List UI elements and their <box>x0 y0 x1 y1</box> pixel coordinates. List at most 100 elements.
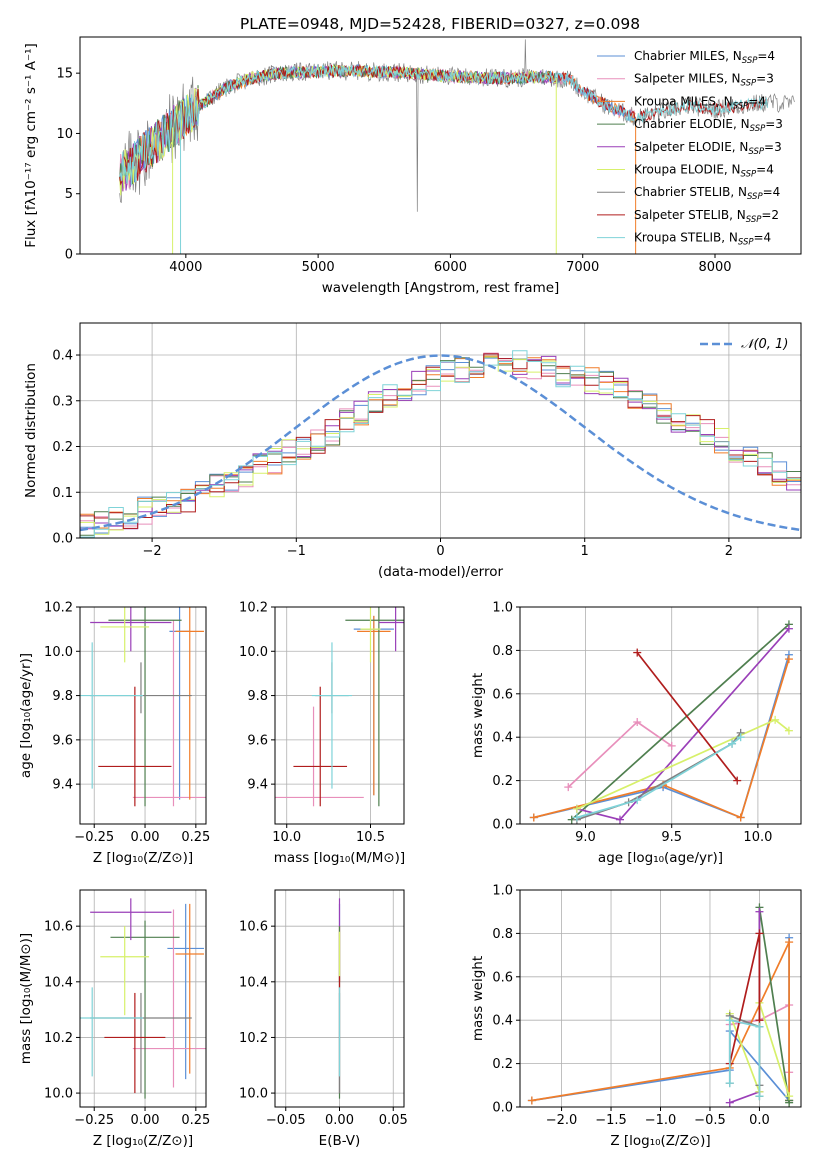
weight-marker <box>527 1096 536 1105</box>
x-tick-label: 7000 <box>566 260 599 275</box>
y-tick-label: 0.8 <box>492 927 513 942</box>
y-axis-label: Flux [fλ10⁻¹⁷ erg cm⁻² s⁻¹ A⁻¹] <box>23 43 39 248</box>
x-tick-label: 10.0 <box>743 830 772 845</box>
legend-entry: Chabrier ELODIE, NSSP=3 <box>634 117 783 134</box>
x-tick-label: 0.00 <box>325 1113 354 1128</box>
errorbar-point <box>345 607 404 807</box>
errorbar-point <box>90 898 172 941</box>
age-vs-mass-panel: 10.0 10.5 9.4 9.6 9.8 10.0 10.2 mass [log₁₀(M/M… <box>239 601 405 867</box>
x-tick-label: −1.5 <box>595 1113 627 1128</box>
y-tick-label: 0.0 <box>52 532 73 547</box>
errorbars <box>275 607 404 807</box>
y-axis-label: mass weight <box>470 956 486 1041</box>
x-tick-label: 0.25 <box>181 1113 210 1128</box>
errorbar-point <box>169 607 190 800</box>
weight-marker <box>529 813 538 822</box>
errorbar-point <box>98 686 172 807</box>
errorbar-point <box>110 920 180 1099</box>
spectrum-legend: Chabrier MILES, NSSP=4 Salpeter MILES, NS… <box>597 49 783 248</box>
weight-marker <box>633 796 642 805</box>
y-tick-label: 9.8 <box>52 689 73 704</box>
x-axis-label: (data-model)/error <box>378 564 504 580</box>
legend-entry: Kroupa MILES, NSSP=4 <box>634 94 766 111</box>
weight-series-chabrier-elodie <box>758 907 790 1103</box>
weight-series-chabrier-miles <box>533 654 790 819</box>
figure-title: PLATE=0948, MJD=52428, FIBERID=0327, z=0… <box>240 15 640 33</box>
spectrum-lines <box>119 39 795 254</box>
y-tick-label: 10.0 <box>44 1087 73 1102</box>
weight-series-salpeter-stelib <box>728 933 761 1064</box>
y-tick-label: 9.4 <box>247 778 268 793</box>
y-tick-label: 0.8 <box>492 644 513 659</box>
weight-series-salpeter-elodie <box>576 628 790 821</box>
y-tick-label: 5 <box>65 187 73 202</box>
x-axis-label: E(B-V) <box>319 1133 361 1149</box>
errorbar-point <box>275 706 364 807</box>
y-tick-label: 10.4 <box>44 975 73 990</box>
errorbar-point <box>90 607 172 652</box>
y-tick-label: 10.2 <box>44 1031 73 1046</box>
legend-entry: Salpeter ELODIE, NSSP=3 <box>634 140 782 157</box>
y-tick-label: 0.2 <box>492 774 513 789</box>
histograms <box>80 350 801 538</box>
weight-marker <box>564 783 573 792</box>
weight-marker <box>633 648 642 657</box>
histogram-kroupa-stelib <box>80 350 801 538</box>
legend-entry: Salpeter STELIB, NSSP=2 <box>634 208 779 225</box>
y-tick-label: 0.2 <box>52 440 73 455</box>
weight-series-kroupa-stelib <box>728 1019 761 1097</box>
y-tick-label: 9.6 <box>247 733 268 748</box>
weight-marker <box>784 624 793 633</box>
y-tick-label: 0.2 <box>492 1057 513 1072</box>
x-tick-label: 5000 <box>302 260 335 275</box>
errorbar-point <box>132 620 206 807</box>
weight-marker <box>784 726 793 735</box>
weight-marker <box>736 813 745 822</box>
x-tick-label: 6000 <box>434 260 467 275</box>
y-tick-label: 0.3 <box>52 394 73 409</box>
x-tick-label: 4000 <box>169 260 202 275</box>
age-vs-metallicity-panel: −0.25 0.00 0.25 9.4 9.6 9.8 10.0 10.2 Z [log₁₀(Z… <box>18 601 210 867</box>
y-tick-label: 0.6 <box>492 970 513 985</box>
y-tick-label: 9.4 <box>52 778 73 793</box>
errorbars <box>80 607 206 807</box>
axes-frame <box>274 889 405 1108</box>
legend-entry: Chabrier MILES, NSSP=4 <box>634 49 775 66</box>
x-axis-label: Z [log₁₀(Z/Z⊙)] <box>610 1133 710 1149</box>
weight-marker <box>725 1098 734 1107</box>
axes-frame <box>79 889 207 1108</box>
x-tick-label: −1 <box>287 544 306 559</box>
y-tick-label: 10.6 <box>239 920 268 935</box>
weight-series-kroupa-stelib <box>576 736 742 819</box>
legend-entry: 𝒩(0, 1) <box>741 337 788 352</box>
x-tick-label: 9.0 <box>575 830 596 845</box>
x-tick-label: 0.05 <box>379 1113 408 1128</box>
x-tick-label: 0.00 <box>131 1113 160 1128</box>
errorbar-point <box>175 903 204 1074</box>
y-tick-label: 0.0 <box>492 1101 513 1116</box>
legend-entry: Kroupa ELODIE, NSSP=4 <box>634 163 774 180</box>
spectrum-panel: 4000 5000 6000 7000 8000 0 5 10 15 wavelength [An… <box>23 36 802 296</box>
y-tick-label: 1.0 <box>492 884 513 899</box>
mass-vs-extinction-panel: −0.05 0.00 0.05 10.0 10.2 10.4 10.6 E(B-V) <box>239 889 408 1149</box>
x-tick-label: −0.5 <box>694 1113 726 1128</box>
weight-series-chabrier-stelib <box>576 732 742 821</box>
x-axis-label: wavelength [Angstrom, rest frame] <box>322 280 560 296</box>
axes-frame <box>79 322 802 539</box>
errorbar-point <box>378 607 404 652</box>
weight-marker <box>725 1016 734 1025</box>
y-tick-label: 10.6 <box>44 920 73 935</box>
errorbar-point <box>80 987 143 1077</box>
axes-frame <box>79 606 207 825</box>
weight-marker <box>572 804 581 813</box>
weight-vs-age-panel: 9.0 9.5 10.0 0.0 0.2 0.4 0.6 0.8 1.0 age [log₁₀(a… <box>470 601 802 866</box>
y-tick-label: 0.0 <box>492 818 513 833</box>
weight-marker <box>755 929 764 938</box>
weight-marker <box>784 655 793 664</box>
x-axis-label: age [log₁₀(age/yr)] <box>598 850 723 866</box>
errorbar-point <box>90 662 192 714</box>
y-tick-label: 9.6 <box>52 733 73 748</box>
y-tick-label: 0 <box>65 248 73 263</box>
x-tick-label: 1 <box>581 544 589 559</box>
